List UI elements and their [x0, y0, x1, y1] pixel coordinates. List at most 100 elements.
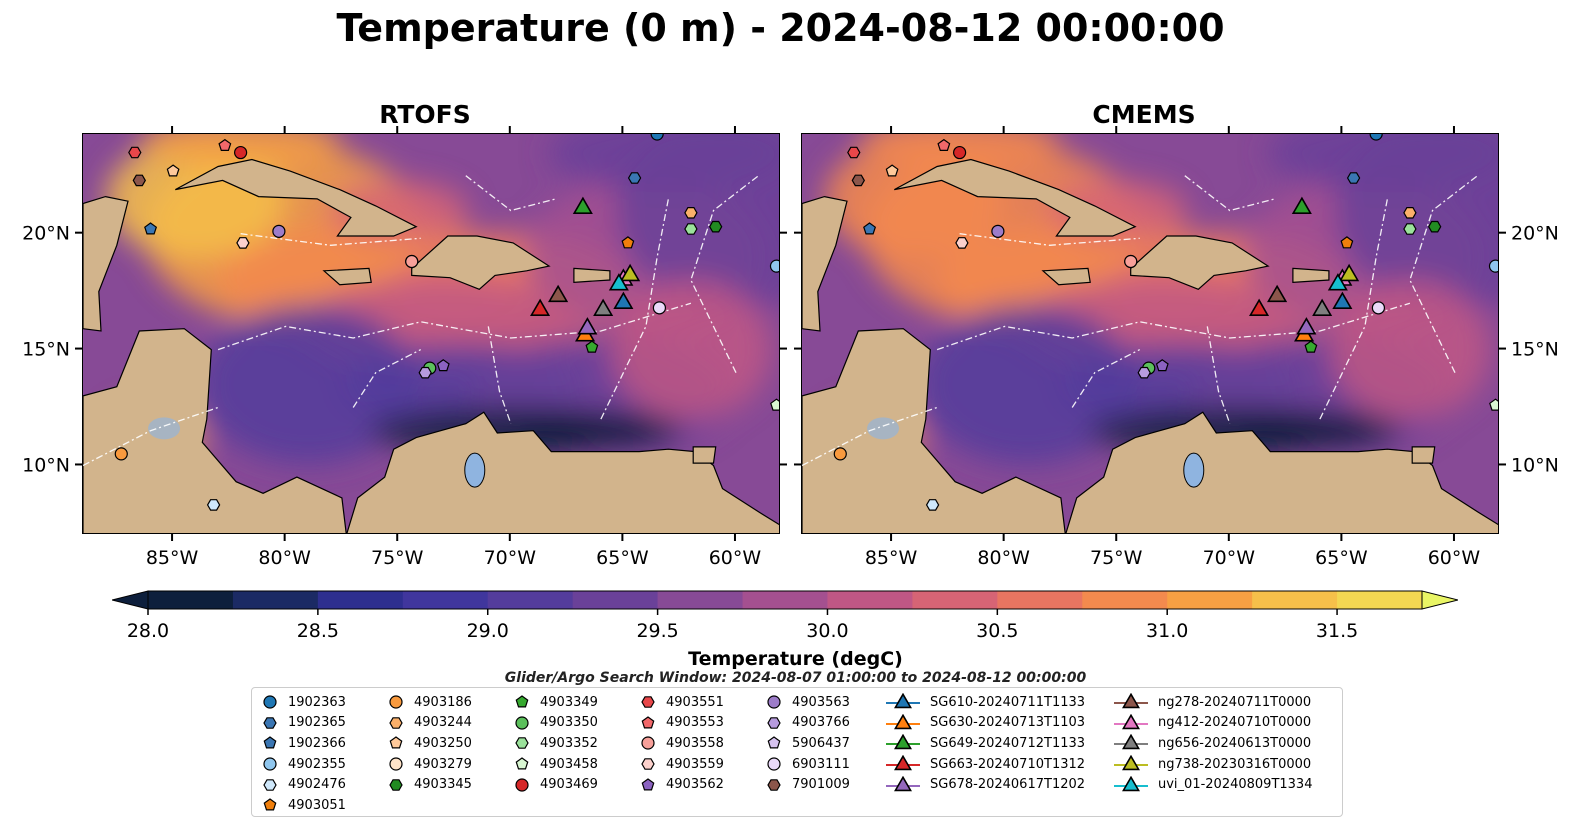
legend-column: 4903186 4903244 4903250 4903279 4903345 [388, 692, 472, 795]
argo-float-4903349 [585, 340, 599, 353]
legend-label: uvi_01-20240809T1334 [1158, 777, 1313, 793]
legend-symbol [389, 757, 403, 771]
jamaica-land [322, 267, 372, 286]
argo-float-4903244 [1403, 206, 1417, 219]
lake-nicaragua [867, 417, 900, 440]
legend-item: 4903244 [388, 713, 472, 734]
legend-symbol [894, 693, 912, 709]
legend-label: SG610-20240711T1133 [930, 694, 1086, 710]
argo-float-4903563 [272, 224, 286, 238]
legend-label: 4903558 [666, 735, 724, 751]
legend-label: 4903250 [414, 735, 472, 751]
legend-item: 4903250 [388, 733, 472, 754]
colorbar-segment [232, 591, 319, 609]
legend-marker-triangle [886, 713, 920, 730]
legend-symbol [263, 798, 277, 811]
puerto-rico-land [1292, 267, 1330, 283]
colorbar-tick-label: 28.0 [127, 620, 169, 642]
argo-float-6903111 [1371, 301, 1386, 315]
lake-maracaibo [464, 452, 486, 488]
legend-symbol [515, 737, 529, 750]
legend-item: 4903345 [388, 774, 472, 795]
argo-float-4903345 [1428, 220, 1442, 233]
legend-item: 4903186 [388, 692, 472, 713]
glider-ng738-20230316T0000 [620, 263, 641, 282]
colorbar-segment [402, 591, 489, 609]
legend-marker-hexagon [767, 778, 781, 791]
glider-SG663-20240710T1312 [1249, 298, 1270, 316]
colorbar-tick-label: 28.5 [297, 620, 339, 642]
legend-label: 1902365 [288, 715, 346, 731]
x-tick-label: 65°W [1315, 547, 1368, 569]
argo-float-4903458 [770, 398, 779, 411]
panel-title-cmems: CMEMS [1092, 100, 1196, 129]
legend-symbol [389, 717, 403, 729]
legend-label: 4902355 [288, 756, 346, 772]
legend-label: ng656-20240613T0000 [1158, 735, 1312, 751]
legend-column: 1902363 1902365 1902366 4902355 4902476 49030… [262, 692, 346, 816]
argo-float-1902366 [863, 222, 877, 235]
legend-marker-triangle [886, 693, 920, 709]
argo-float-4903244 [684, 206, 698, 219]
legend-label: 4903551 [666, 694, 724, 710]
y-tick-label: 15°N [1511, 339, 1559, 361]
legend-item: 4903553 [640, 713, 724, 734]
figure-title: Temperature (0 m) - 2024-08-12 00:00:00 [336, 6, 1225, 50]
argo-float-7901009 [851, 174, 865, 187]
argo-float-4903563 [991, 224, 1005, 238]
legend-item: 1902365 [262, 713, 346, 734]
glider-SG678-20240617T1202 [577, 317, 598, 335]
eez-boundary-line [1319, 198, 1389, 420]
legend-marker-pentagon [389, 736, 403, 749]
argo-float-4903553 [218, 138, 232, 151]
x-tick-label: 70°W [484, 547, 537, 569]
legend-marker-pentagon [515, 695, 529, 708]
eez-boundary-line [1184, 175, 1275, 212]
eez-boundary-line [600, 198, 670, 420]
x-tick-label: 80°W [258, 547, 311, 569]
legend-symbol [894, 775, 912, 791]
colorbar-outline [147, 590, 1423, 610]
map-axes: 85°W 80°W 75°W 70°W 65°W 60°W 10°N 15°N 20°N 85°W… [22, 126, 1559, 569]
legend-label: SG663-20240710T1312 [930, 756, 1086, 772]
colorbar-segment [1167, 591, 1253, 609]
argo-float-4903559 [955, 237, 969, 249]
legend-title: Glider/Argo Search Window: 2024-08-07 01… [504, 670, 1087, 686]
glider-uvi_01-20240809T1334 [608, 273, 629, 291]
legend-marker-hexagon [263, 778, 277, 791]
legend-item: 4903352 [514, 733, 598, 754]
argo-float-1902365 [1346, 172, 1361, 184]
legend-label: 4903562 [666, 777, 724, 793]
legend-label: 4903350 [540, 715, 598, 731]
x-tick-label: 85°W [146, 547, 199, 569]
lake-maracaibo [1183, 452, 1205, 488]
legend-symbol [767, 717, 781, 729]
argo-float-4903186 [114, 447, 128, 461]
legend-label: SG630-20240713T1103 [930, 715, 1086, 731]
legend-symbol [641, 758, 655, 770]
argo-float-4902355 [1488, 259, 1498, 273]
legend-label: 4903458 [540, 756, 598, 772]
argo-float-4903051 [621, 236, 635, 249]
argo-float-4902476 [925, 499, 940, 511]
legend-symbol [515, 757, 529, 770]
colorbar-segment [148, 591, 234, 609]
legend-label: 4903279 [414, 756, 472, 772]
colorbar-segment [317, 591, 404, 609]
argo-float-1902363 [1369, 134, 1383, 141]
legend-label: 4903345 [414, 777, 472, 793]
trinidad-land [1411, 446, 1436, 464]
glider-SG663-20240710T1312 [530, 298, 551, 316]
argo-float-4903345 [709, 220, 723, 233]
legend-column: SG610-20240711T1133 SG630-20240713T1103 SG… [886, 692, 1085, 795]
glider-SG649-20240712T1133 [1291, 196, 1312, 214]
hispaniola-land [1130, 235, 1270, 290]
legend-label: 7901009 [792, 777, 850, 793]
colorbar-tick-label: 30.5 [976, 620, 1018, 642]
legend-marker-triangle [1114, 713, 1148, 730]
colorbar: 28.0 28.5 29.0 29.5 30.0 30.5 31.0 31.5 [112, 590, 1458, 642]
legend-marker-pentagon [641, 777, 655, 791]
eez-boundary-line [1071, 349, 1140, 408]
legend-marker-hexagon [389, 778, 403, 791]
glider-ng278-20240711T0000 [548, 284, 569, 303]
